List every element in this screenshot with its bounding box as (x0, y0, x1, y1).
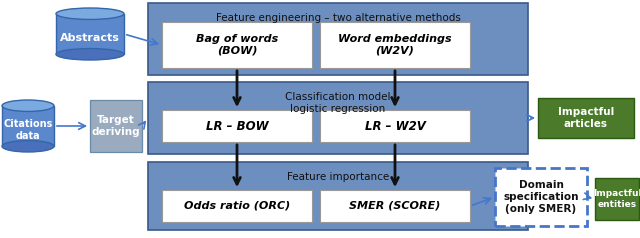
Bar (595, 178, 639, 220)
Text: Target
deriving: Target deriving (92, 115, 140, 137)
Bar (148, 162, 528, 230)
Bar (162, 110, 312, 142)
Text: LR – BOW: LR – BOW (205, 119, 268, 133)
Bar (148, 82, 528, 154)
Text: Classification model
logistic regression: Classification model logistic regression (285, 92, 391, 114)
Bar (162, 22, 312, 68)
Text: LR – W2V: LR – W2V (365, 119, 426, 133)
Text: Feature importance: Feature importance (287, 172, 389, 182)
Bar (162, 190, 312, 222)
Bar (320, 110, 470, 142)
Text: Bag of words
(BOW): Bag of words (BOW) (196, 34, 278, 56)
Text: Odds ratio (ORC): Odds ratio (ORC) (184, 201, 290, 211)
Ellipse shape (2, 141, 54, 152)
Bar (495, 168, 587, 226)
Bar (90, 100, 142, 152)
Text: Abstracts: Abstracts (60, 33, 120, 43)
Bar (56, 14, 124, 54)
Bar (320, 190, 470, 222)
Bar (538, 98, 634, 138)
Ellipse shape (56, 8, 124, 20)
Text: Impactful
articles: Impactful articles (558, 107, 614, 129)
Ellipse shape (2, 100, 54, 111)
Text: Citations
data: Citations data (3, 119, 52, 141)
Text: Word embeddings
(W2V): Word embeddings (W2V) (338, 34, 452, 56)
Bar (2, 106, 54, 146)
Text: Impactful
entities: Impactful entities (593, 189, 640, 209)
Ellipse shape (56, 49, 124, 60)
Text: SMER (SCORE): SMER (SCORE) (349, 201, 441, 211)
Bar (320, 22, 470, 68)
Bar (148, 3, 528, 75)
Text: Feature engineering – two alternative methods: Feature engineering – two alternative me… (216, 13, 460, 23)
Text: Domain
specification
(only SMER): Domain specification (only SMER) (503, 180, 579, 213)
